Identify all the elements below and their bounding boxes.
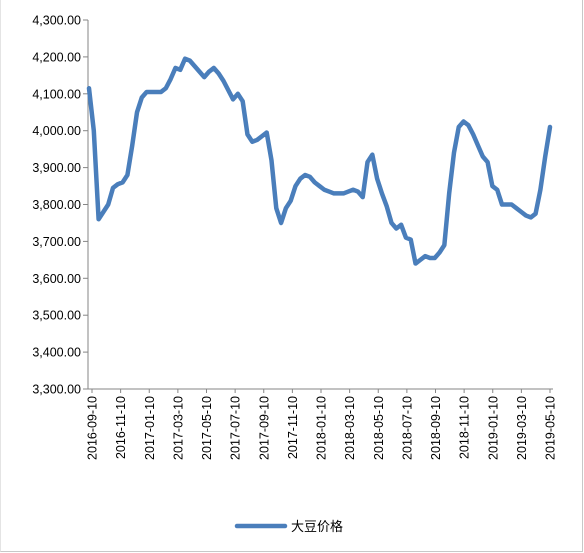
chart-axes <box>87 20 553 390</box>
y-tick-label: 3,800.00 <box>32 198 81 212</box>
x-tick-label: 2016-11-10 <box>114 396 128 459</box>
x-tick-label: 2019-01-10 <box>486 396 500 460</box>
legend: 大豆价格 <box>234 519 343 534</box>
y-tick-label: 4,000.00 <box>32 124 81 138</box>
x-tick-label: 2018-11-10 <box>458 396 472 459</box>
x-tick-label: 2018-09-10 <box>429 396 443 460</box>
x-axis-ticks: 2016-09-10 2016-11-10 2017-01-10 2017-03-10… <box>86 389 558 460</box>
x-tick-label: 2017-07-10 <box>229 396 243 460</box>
series-line-soybean-price <box>86 56 553 266</box>
x-tick-label: 2018-01-10 <box>315 396 329 460</box>
y-tick-label: 3,600.00 <box>32 272 81 286</box>
y-axis-ticks: 3,300.00 3,400.00 3,500.00 3,600.00 3,700.00… <box>32 14 88 397</box>
y-tick-label: 4,200.00 <box>32 50 81 64</box>
x-tick-label: 2017-01-10 <box>143 396 157 460</box>
y-tick-label: 4,100.00 <box>32 87 81 101</box>
x-tick-label: 2017-05-10 <box>200 396 214 460</box>
x-tick-label: 2018-03-10 <box>343 396 357 460</box>
y-tick-label: 3,300.00 <box>32 383 81 397</box>
x-tick-label: 2019-03-10 <box>515 396 529 460</box>
y-tick-label: 4,300.00 <box>32 14 81 28</box>
legend-label: 大豆价格 <box>291 519 343 534</box>
y-tick-label: 3,700.00 <box>32 235 81 249</box>
y-tick-label: 3,900.00 <box>32 161 81 175</box>
x-tick-label: 2018-07-10 <box>400 396 414 460</box>
y-tick-label: 3,500.00 <box>32 309 81 323</box>
x-tick-label: 2017-03-10 <box>171 396 185 460</box>
x-tick-label: 2018-05-10 <box>372 396 386 460</box>
x-tick-label: 2017-11-10 <box>286 396 300 459</box>
y-tick-label: 3,400.00 <box>32 346 81 360</box>
x-tick-label: 2017-09-10 <box>257 396 271 460</box>
x-tick-label: 2016-09-10 <box>86 396 100 460</box>
x-tick-label: 2019-05-10 <box>544 396 558 460</box>
series-layer <box>86 56 553 266</box>
